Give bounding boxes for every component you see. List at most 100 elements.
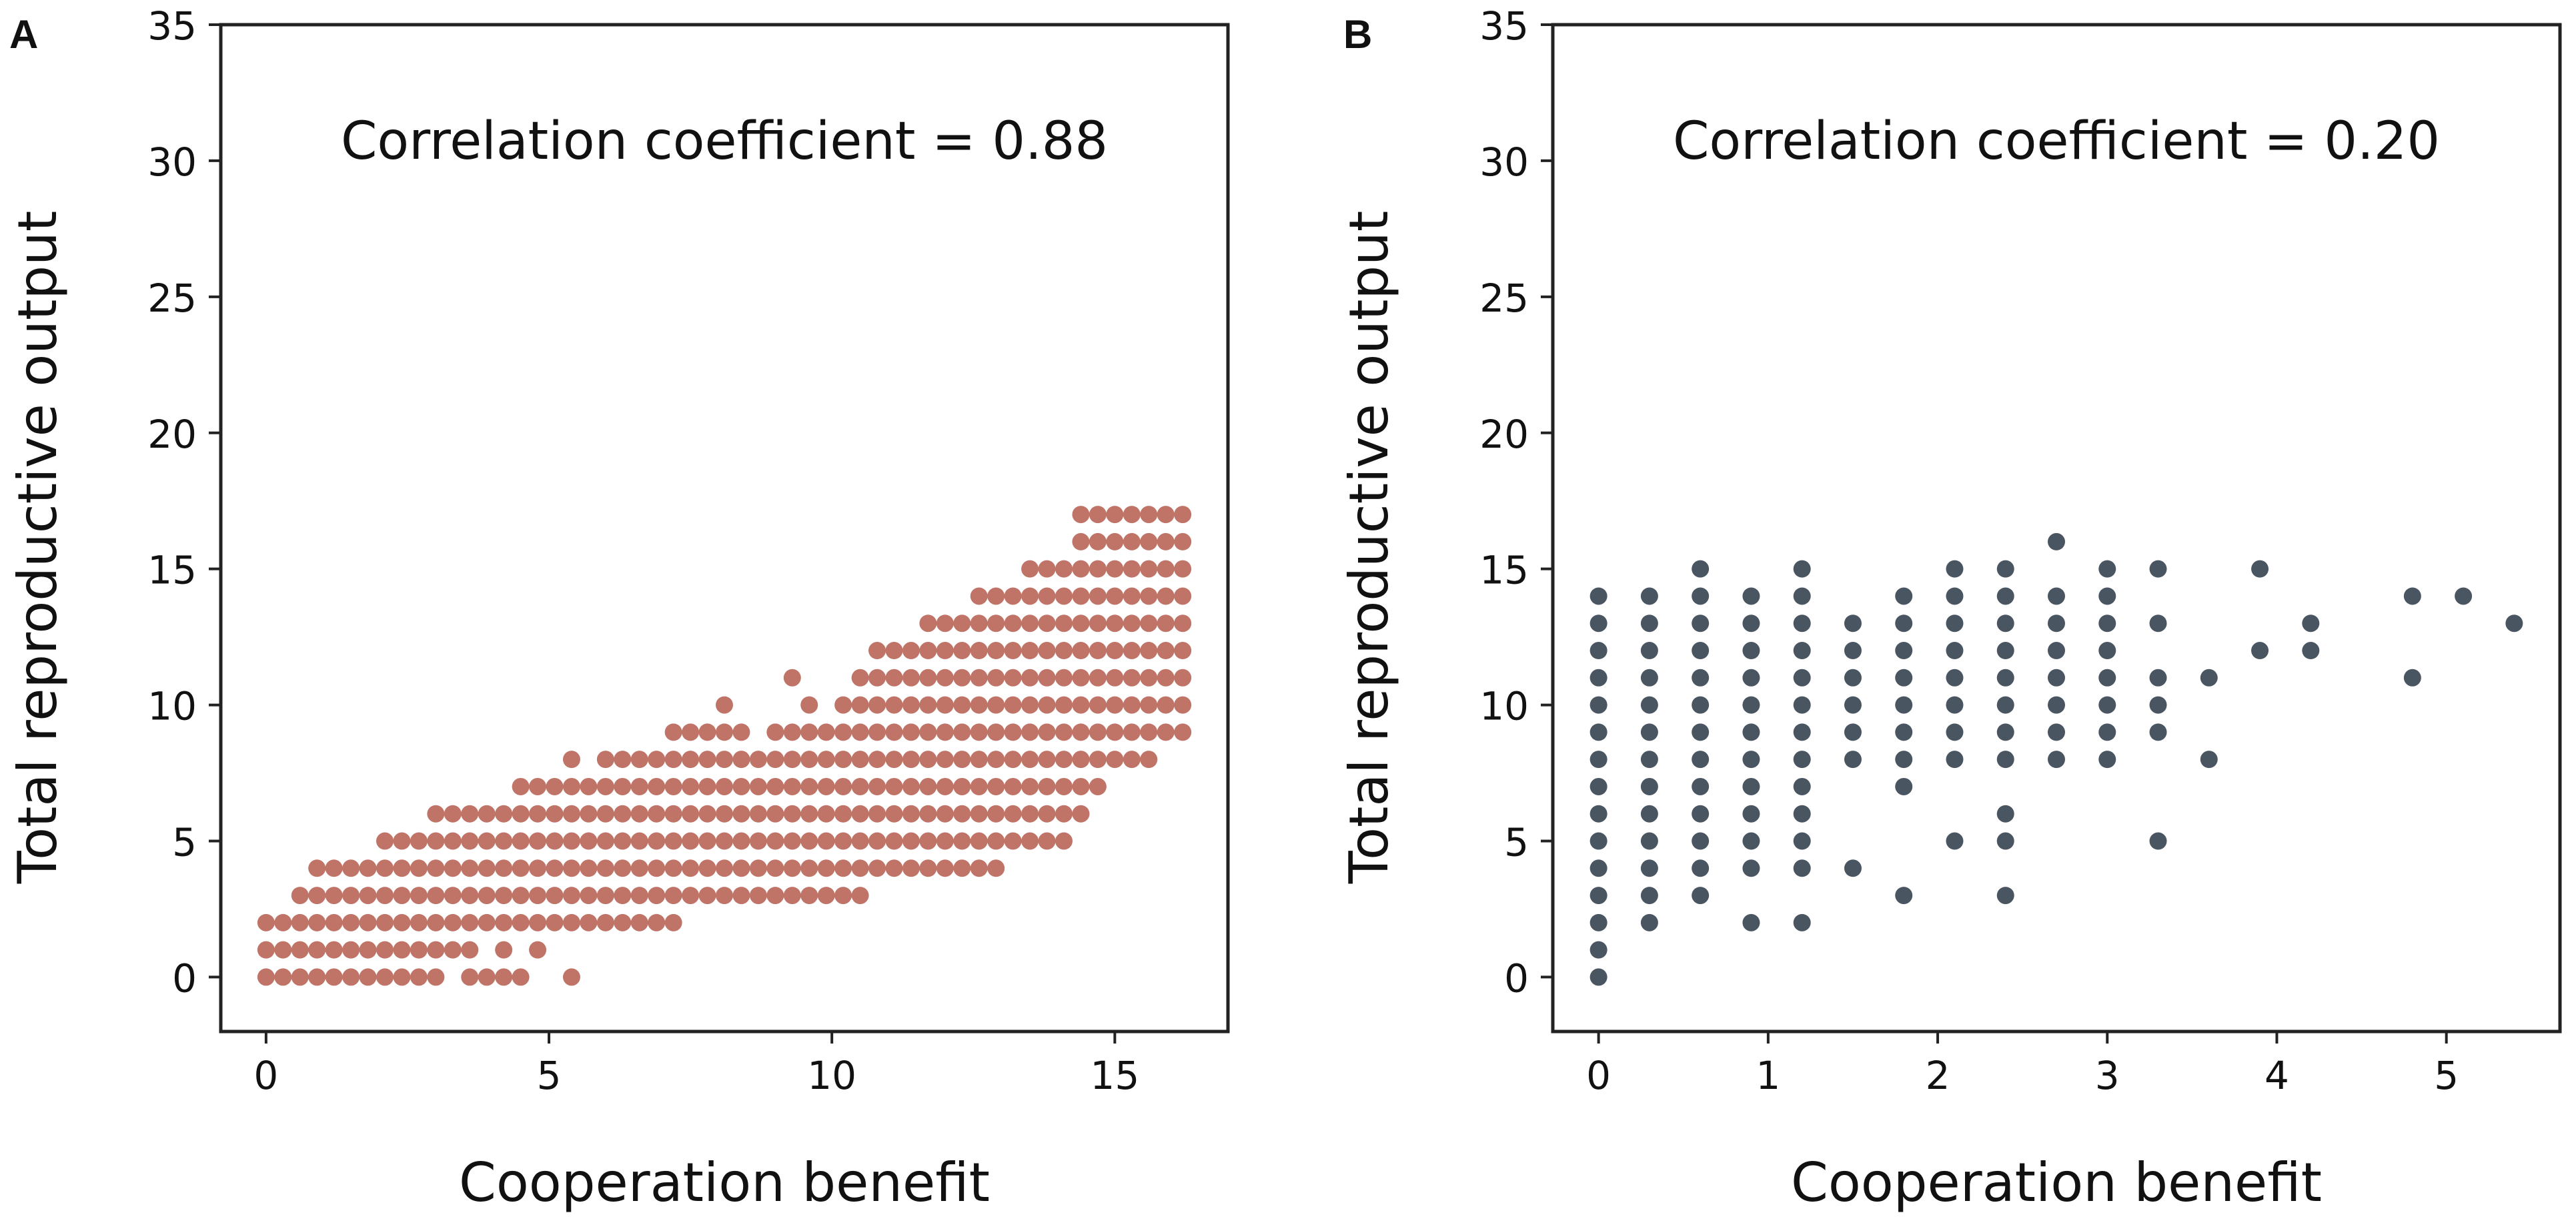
data-point-a-29 [495, 941, 513, 959]
y-axis-title-b: Total reproductive output [1338, 211, 1400, 884]
data-point-a-350 [1123, 669, 1141, 687]
data-point-b-54 [1793, 859, 1811, 877]
data-point-b-7 [1589, 777, 1607, 795]
data-point-a-124 [885, 859, 903, 877]
data-point-a-268 [953, 751, 971, 769]
data-point-a-364 [1038, 642, 1056, 660]
data-point-b-14 [1589, 587, 1607, 605]
data-point-b-132 [2455, 587, 2473, 605]
data-point-a-278 [1123, 751, 1141, 769]
data-point-a-225 [749, 777, 767, 795]
data-point-a-264 [885, 751, 903, 769]
data-point-a-182 [596, 805, 614, 823]
data-point-a-287 [800, 723, 818, 741]
data-point-a-412 [1072, 532, 1090, 550]
data-point-a-165 [953, 832, 971, 850]
data-point-b-85 [1946, 696, 1964, 714]
data-point-a-414 [1106, 532, 1124, 550]
data-point-b-87 [1946, 642, 1964, 660]
data-point-a-322 [1004, 696, 1022, 714]
data-point-b-107 [2048, 615, 2065, 633]
data-point-a-92 [342, 859, 360, 877]
data-point-a-169 [1021, 832, 1039, 850]
data-point-a-375 [953, 615, 971, 633]
data-point-a-33 [291, 913, 309, 931]
data-point-b-6 [1589, 805, 1607, 823]
data-point-a-413 [1089, 532, 1107, 550]
data-point-b-39 [1692, 587, 1710, 605]
data-point-b-51 [1742, 615, 1760, 633]
data-point-a-80 [698, 887, 716, 905]
data-point-a-423 [1140, 506, 1158, 524]
data-point-a-151 [716, 832, 733, 850]
data-point-a-122 [851, 859, 869, 877]
data-point-a-110 [648, 859, 666, 877]
data-point-a-349 [1106, 669, 1124, 687]
data-point-a-274 [1055, 751, 1073, 769]
data-point-b-47 [1742, 723, 1760, 741]
panel-letter-a: A [9, 12, 38, 57]
data-point-a-348 [1089, 669, 1107, 687]
data-point-a-139 [512, 832, 530, 850]
y-tick-label-a-15: 15 [147, 548, 197, 593]
data-point-a-316 [902, 696, 920, 714]
data-point-a-299 [1004, 723, 1022, 741]
data-point-a-95 [393, 859, 411, 877]
data-point-a-86 [800, 887, 818, 905]
data-point-a-129 [970, 859, 988, 877]
data-point-a-247 [596, 751, 614, 769]
data-point-a-133 [410, 832, 428, 850]
data-point-a-67 [478, 887, 496, 905]
data-point-a-27 [444, 941, 462, 959]
data-point-a-28 [461, 941, 479, 959]
data-point-a-106 [580, 859, 598, 877]
data-point-a-356 [902, 642, 920, 660]
data-point-a-10 [427, 968, 445, 986]
data-point-b-109 [2048, 532, 2065, 550]
data-point-b-104 [2048, 696, 2065, 714]
data-point-a-176 [495, 805, 513, 823]
data-point-b-90 [1946, 560, 1964, 578]
data-point-a-134 [427, 832, 445, 850]
y-tick-label-b-25: 25 [1479, 276, 1529, 321]
data-point-b-57 [1793, 777, 1811, 795]
data-point-a-396 [1089, 587, 1107, 605]
data-point-a-357 [919, 642, 937, 660]
data-point-a-384 [1106, 615, 1124, 633]
data-point-a-205 [987, 805, 1005, 823]
data-point-a-405 [1072, 560, 1090, 578]
data-point-a-277 [1106, 751, 1124, 769]
data-point-a-224 [732, 777, 750, 795]
data-point-a-383 [1089, 615, 1107, 633]
data-point-a-172 [427, 805, 445, 823]
data-point-a-231 [851, 777, 869, 795]
data-point-a-167 [987, 832, 1005, 850]
data-point-a-152 [732, 832, 750, 850]
data-point-b-49 [1742, 669, 1760, 687]
data-point-b-19 [1640, 805, 1658, 823]
panel-a: A 0 5 10 15 20 25 30 35 0 5 10 15 Correlation coef… [7, 3, 1230, 1214]
data-point-a-234 [902, 777, 920, 795]
data-point-a-32 [274, 913, 292, 931]
data-point-a-83 [749, 887, 767, 905]
data-point-a-195 [817, 805, 835, 823]
data-point-a-156 [800, 832, 818, 850]
data-point-a-56 [291, 887, 309, 905]
data-point-b-108 [2048, 587, 2065, 605]
data-point-a-391 [1004, 587, 1022, 605]
data-point-a-175 [478, 805, 496, 823]
x-tick-label-b-2: 2 [1926, 1053, 1950, 1098]
data-point-a-421 [1106, 506, 1124, 524]
data-point-b-99 [1996, 615, 2014, 633]
data-point-a-344 [1021, 669, 1039, 687]
data-point-a-15 [562, 968, 580, 986]
data-point-b-26 [1640, 615, 1658, 633]
data-point-a-283 [716, 723, 733, 741]
data-point-a-131 [376, 832, 394, 850]
data-point-a-84 [766, 887, 784, 905]
data-point-a-61 [376, 887, 394, 905]
data-point-a-327 [1089, 696, 1107, 714]
data-point-a-12 [478, 968, 496, 986]
data-point-b-73 [1895, 887, 1913, 905]
data-point-a-46 [512, 913, 530, 931]
